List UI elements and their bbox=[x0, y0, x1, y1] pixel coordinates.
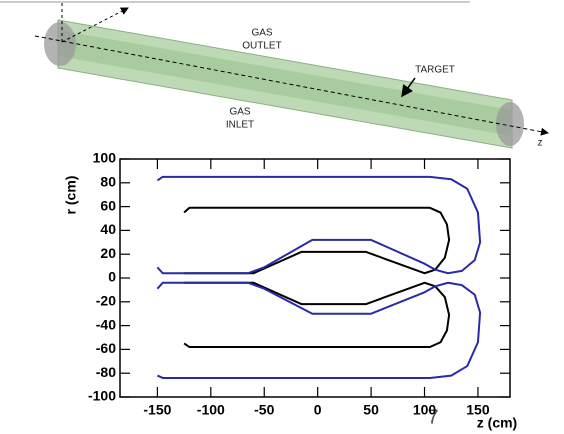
trajectory-line bbox=[156, 175, 482, 275]
label: GAS bbox=[251, 28, 272, 39]
label: TARGET bbox=[415, 65, 455, 76]
plot-frame bbox=[119, 158, 511, 398]
y-tick-label: 40 bbox=[100, 221, 116, 237]
y-tick-label: -80 bbox=[96, 364, 116, 380]
y-tick-label: -20 bbox=[96, 293, 116, 309]
label: GAS bbox=[229, 107, 250, 118]
label: INLET bbox=[226, 120, 254, 131]
trajectory-line bbox=[156, 281, 482, 379]
x-tick-label: 150 bbox=[466, 402, 490, 418]
label: OUTLET bbox=[242, 41, 281, 52]
x-tick-label: -150 bbox=[143, 402, 171, 418]
x-tick-label: -50 bbox=[254, 402, 274, 418]
trajectory-line bbox=[183, 281, 451, 349]
label: z bbox=[538, 138, 543, 149]
y-tick-label: 20 bbox=[100, 245, 116, 261]
trajectory-line bbox=[183, 206, 451, 275]
y-tick-label: 60 bbox=[100, 197, 116, 213]
x-tick-label: 50 bbox=[363, 402, 379, 418]
y-axis-label: r (cm) bbox=[63, 176, 79, 215]
x-tick-label: 100 bbox=[413, 402, 437, 418]
x-tick-label: -100 bbox=[197, 402, 225, 418]
x-axis-label: z (cm) bbox=[477, 415, 517, 431]
y-tick-label: 80 bbox=[100, 174, 116, 190]
page-number: 7 bbox=[427, 406, 438, 428]
target-illustration: GAS OUTLET TARGET GAS INLET z bbox=[0, 0, 549, 149]
y-tick-label: 100 bbox=[93, 150, 117, 166]
y-tick-label: -60 bbox=[96, 340, 116, 356]
y-tick-label: -100 bbox=[88, 388, 116, 404]
y-tick-label: 0 bbox=[108, 269, 116, 285]
x-tick-label: 0 bbox=[314, 402, 322, 418]
y-tick-label: -40 bbox=[96, 316, 116, 332]
